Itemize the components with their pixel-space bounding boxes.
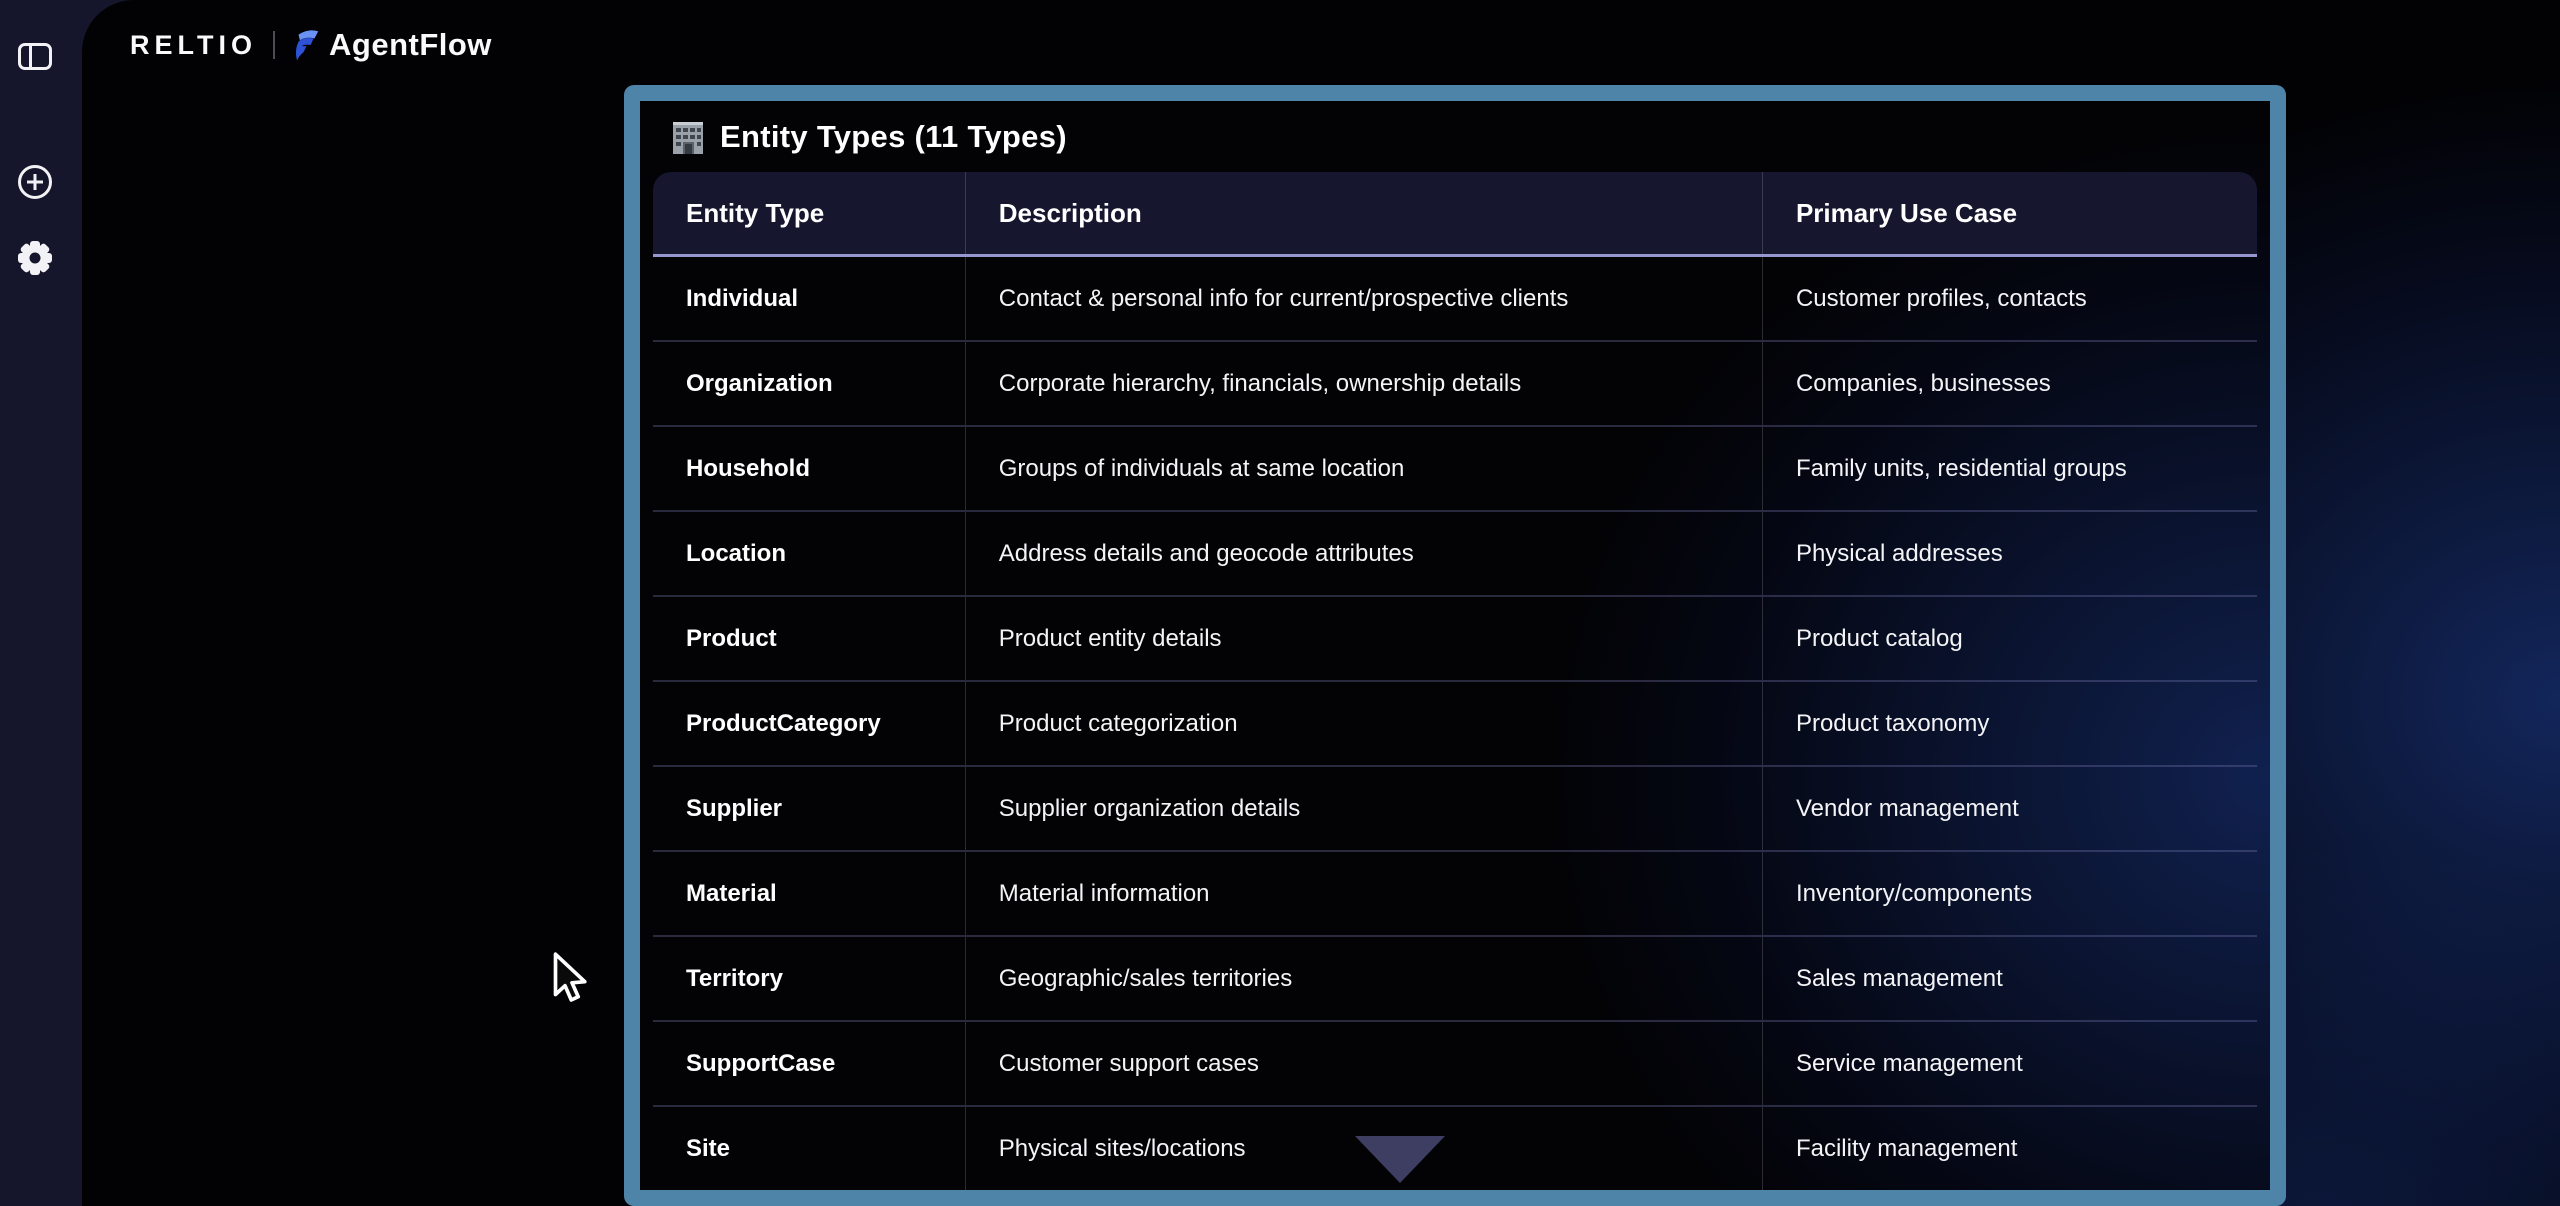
cell-use-case: Inventory/components (1795, 879, 2033, 907)
cell-use-case: Physical addresses (1795, 539, 2003, 567)
table-row-product: Product Product entity details Product c… (653, 597, 2257, 682)
brand-bar: RELTIO AgentFlow (130, 27, 492, 63)
table-row-site: Site Physical sites/locations Facility m… (653, 1107, 2257, 1190)
table-row-productcategory: ProductCategory Product categorization P… (653, 682, 2257, 767)
cell-use-case: Vendor management (1795, 794, 2019, 822)
plus-circle-icon (18, 165, 52, 199)
main-surface: RELTIO AgentFlow (82, 0, 2560, 1206)
table-row-location: Location Address details and geocode att… (653, 512, 2257, 597)
cell-entity-type: Organization (653, 342, 966, 425)
office-building-icon (673, 122, 703, 154)
column-header-primary-use-case: Primary Use Case (1795, 197, 2018, 228)
cell-description: Product categorization (966, 682, 1763, 765)
mouse-cursor-icon (553, 952, 587, 1002)
card-title-text: Entity Types (11 Types) (720, 119, 1067, 154)
cell-description: Customer support cases (966, 1022, 1763, 1105)
cell-description: Corporate hierarchy, financials, ownersh… (966, 342, 1763, 425)
table-row-supplier: Supplier Supplier organization details V… (653, 767, 2257, 852)
cell-entity-type: Location (653, 512, 966, 595)
cell-entity-type: ProductCategory (653, 682, 966, 765)
agentflow-name: AgentFlow (329, 27, 492, 62)
cell-use-case: Service management (1795, 1049, 2023, 1077)
cell-use-case: Facility management (1795, 1134, 2018, 1162)
cell-description: Material information (966, 852, 1763, 935)
table-row-individual: Individual Contact & personal info for c… (653, 257, 2257, 342)
table-row-organization: Organization Corporate hierarchy, financ… (653, 342, 2257, 427)
cell-description: Geographic/sales territories (966, 937, 1763, 1020)
table-row-supportcase: SupportCase Customer support cases Servi… (653, 1022, 2257, 1107)
entity-types-table: Entity Type Description Primary Use Case… (653, 172, 2257, 1190)
add-button[interactable] (15, 162, 55, 202)
cell-description: Physical sites/locations (966, 1107, 1763, 1190)
brand-divider (273, 31, 275, 59)
cell-entity-type: Household (653, 427, 966, 510)
cell-use-case: Product catalog (1795, 624, 1963, 652)
cell-entity-type: Product (653, 597, 966, 680)
table-header-row: Entity Type Description Primary Use Case (653, 172, 2257, 257)
column-header-description: Description (966, 172, 1763, 254)
card-title: Entity Types (11 Types) (670, 115, 2270, 159)
scroll-down-indicator-icon[interactable] (1355, 1136, 1445, 1183)
cell-entity-type: Site (653, 1107, 966, 1190)
cell-use-case: Companies, businesses (1795, 369, 2051, 397)
sidebar (0, 0, 82, 1206)
gear-icon (18, 241, 52, 275)
table-row-household: Household Groups of individuals at same … (653, 427, 2257, 512)
cell-use-case: Product taxonomy (1795, 709, 1990, 737)
table-row-material: Material Material information Inventory/… (653, 852, 2257, 937)
cell-use-case: Customer profiles, contacts (1795, 284, 2087, 312)
cell-description: Product entity details (966, 597, 1763, 680)
cell-description: Supplier organization details (966, 767, 1763, 850)
reltio-logo: RELTIO (130, 29, 257, 60)
cell-entity-type: SupportCase (653, 1022, 966, 1105)
panel-toggle-icon (18, 42, 52, 70)
settings-button[interactable] (15, 238, 55, 278)
table-row-territory: Territory Geographic/sales territories S… (653, 937, 2257, 1022)
cell-entity-type: Territory (653, 937, 966, 1020)
cell-description: Groups of individuals at same location (966, 427, 1763, 510)
agentflow-logo-icon (295, 30, 319, 61)
cell-description: Contact & personal info for current/pros… (966, 257, 1763, 340)
column-header-entity-type: Entity Type (653, 172, 966, 254)
sidebar-toggle-icon[interactable] (15, 36, 55, 76)
cell-use-case: Sales management (1795, 964, 2003, 992)
cell-entity-type: Material (653, 852, 966, 935)
entity-types-card: Entity Types (11 Types) Entity Type Desc… (624, 85, 2286, 1206)
cell-description: Address details and geocode attributes (966, 512, 1763, 595)
cell-use-case: Family units, residential groups (1795, 454, 2127, 482)
agentflow-brand: AgentFlow (291, 27, 492, 63)
cell-entity-type: Individual (653, 257, 966, 340)
cell-entity-type: Supplier (653, 767, 966, 850)
